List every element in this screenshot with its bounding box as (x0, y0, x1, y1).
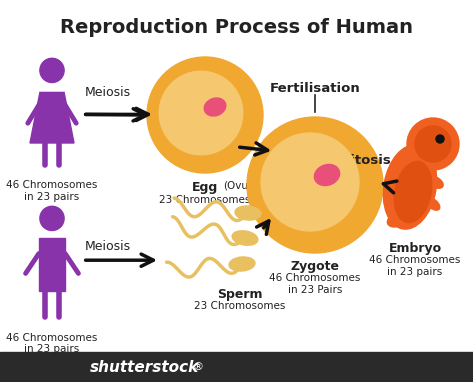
Text: Egg: Egg (192, 181, 218, 194)
Ellipse shape (383, 145, 437, 229)
Text: 23 Chromosomes: 23 Chromosomes (194, 301, 286, 311)
FancyBboxPatch shape (0, 352, 473, 382)
Text: ®: ® (192, 362, 203, 372)
Circle shape (147, 57, 263, 173)
Text: Fertilisation: Fertilisation (270, 82, 360, 95)
Circle shape (247, 117, 383, 253)
Text: 46 Chromosomes
in 23 pairs: 46 Chromosomes in 23 pairs (6, 333, 98, 354)
Ellipse shape (427, 176, 443, 188)
Text: Embryo: Embryo (388, 242, 442, 255)
Text: 46 Chromosomes
in 23 Pairs: 46 Chromosomes in 23 Pairs (269, 273, 361, 295)
Circle shape (40, 58, 64, 83)
Polygon shape (30, 92, 74, 143)
Ellipse shape (426, 198, 440, 210)
Text: 46 Chromosomes
in 23 pairs: 46 Chromosomes in 23 pairs (6, 180, 98, 202)
Circle shape (436, 135, 444, 143)
Circle shape (261, 133, 359, 231)
Text: Zygote: Zygote (290, 260, 340, 273)
Ellipse shape (394, 162, 432, 223)
Text: Meiosis: Meiosis (85, 241, 131, 254)
Text: (Ovum): (Ovum) (223, 181, 262, 191)
Text: Reproduction Process of Human: Reproduction Process of Human (60, 18, 412, 37)
Ellipse shape (232, 231, 258, 245)
Circle shape (407, 118, 459, 170)
Ellipse shape (204, 98, 226, 116)
Ellipse shape (229, 257, 255, 271)
Text: Meiosis: Meiosis (85, 86, 131, 99)
Text: 23 Chromosomes: 23 Chromosomes (159, 195, 251, 205)
Ellipse shape (315, 164, 340, 186)
Circle shape (40, 206, 64, 230)
Ellipse shape (235, 206, 261, 220)
Text: Sperm: Sperm (217, 288, 263, 301)
Circle shape (159, 71, 243, 155)
FancyBboxPatch shape (39, 238, 65, 291)
Circle shape (415, 126, 451, 162)
Text: shutterstock: shutterstock (90, 359, 199, 374)
Ellipse shape (387, 213, 407, 227)
Text: 46 Chromosomes
in 23 pairs: 46 Chromosomes in 23 pairs (369, 255, 461, 277)
Text: Mitosis: Mitosis (338, 154, 392, 167)
